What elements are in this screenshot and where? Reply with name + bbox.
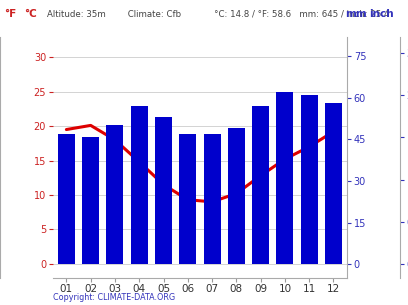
Text: °F: °F bbox=[4, 9, 16, 19]
Bar bbox=[276, 92, 293, 264]
Bar bbox=[179, 134, 196, 264]
Bar bbox=[155, 117, 172, 264]
Text: °C: °C bbox=[24, 9, 37, 19]
Text: inch: inch bbox=[369, 9, 394, 19]
Text: Altitude: 35m        Climate: Cfb            °C: 14.8 / °F: 58.6   mm: 645 / inc: Altitude: 35m Climate: Cfb °C: 14.8 / °F… bbox=[47, 9, 389, 18]
Bar bbox=[228, 128, 245, 264]
Text: mm: mm bbox=[345, 9, 366, 19]
Bar bbox=[204, 134, 221, 264]
Text: Copyright: CLIMATE-DATA.ORG: Copyright: CLIMATE-DATA.ORG bbox=[53, 293, 175, 302]
Bar bbox=[325, 103, 342, 264]
Bar bbox=[301, 95, 318, 264]
Bar bbox=[252, 106, 269, 264]
Bar bbox=[131, 106, 148, 264]
Bar bbox=[58, 134, 75, 264]
Bar bbox=[82, 137, 99, 264]
Bar bbox=[106, 125, 124, 264]
